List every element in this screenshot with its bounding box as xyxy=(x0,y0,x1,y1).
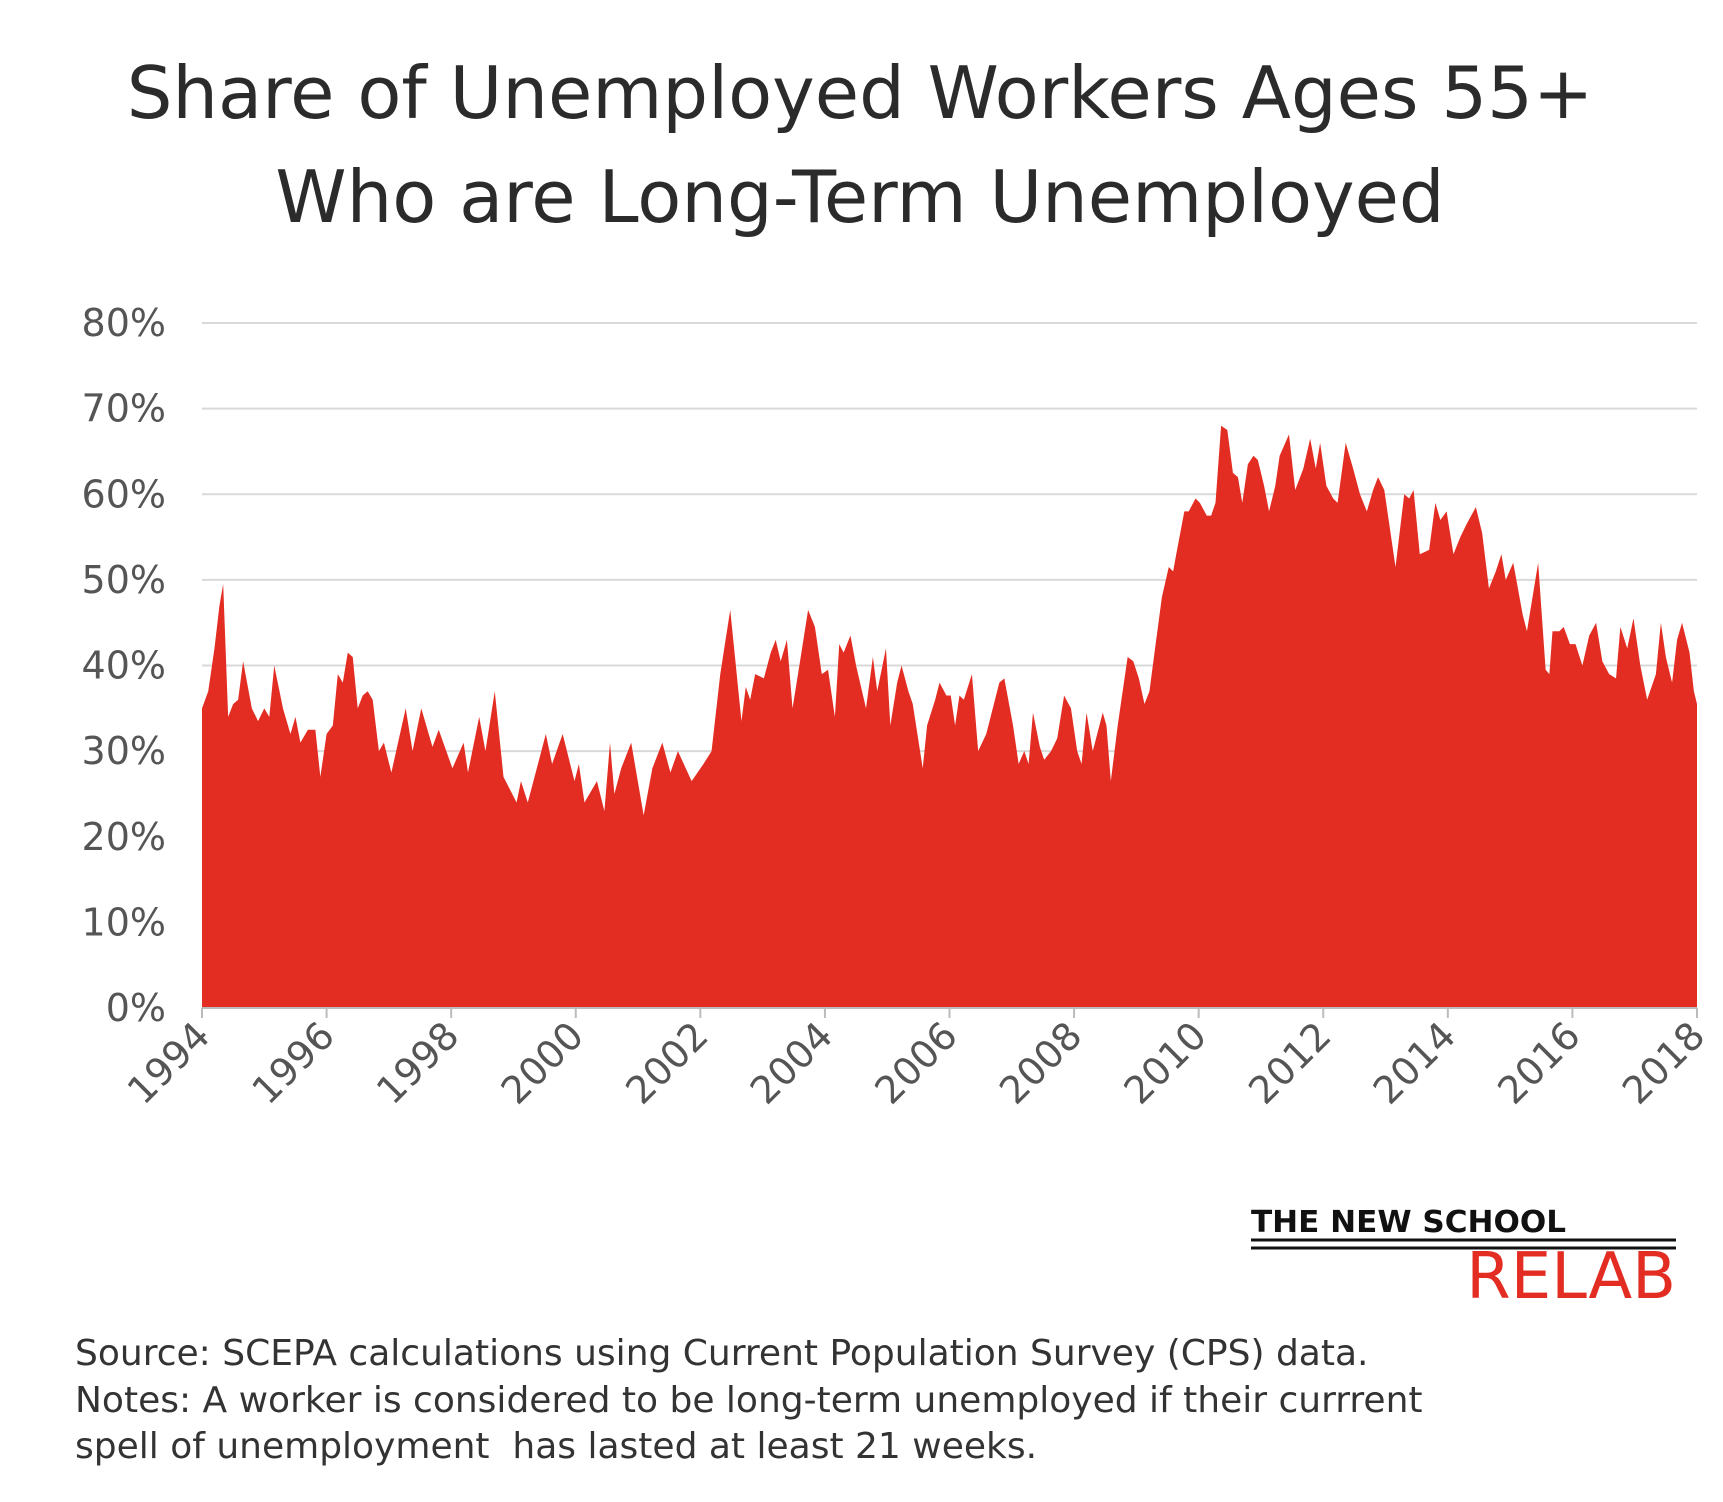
x-tick-label: 2008 xyxy=(991,1013,1091,1113)
footnote: Notes: A worker is considered to be long… xyxy=(75,1380,1423,1421)
logo-text: THE NEW SCHOOL xyxy=(1251,1205,1566,1240)
x-tick-label: 2006 xyxy=(866,1013,966,1113)
x-tick-label: 2010 xyxy=(1116,1013,1216,1113)
x-tick-label: 2014 xyxy=(1365,1013,1465,1113)
y-tick-label: 10% xyxy=(82,900,166,944)
x-tick-label: 2012 xyxy=(1240,1013,1340,1113)
y-tick-label: 20% xyxy=(82,815,166,859)
x-tick-label: 2000 xyxy=(493,1013,593,1113)
y-tick-label: 60% xyxy=(82,472,166,516)
x-tick-label: 2016 xyxy=(1489,1013,1589,1113)
chart-title: Who are Long-Term Unemployed xyxy=(275,155,1444,239)
source-note: Source: SCEPA calculations using Current… xyxy=(75,1333,1368,1374)
y-tick-label: 0% xyxy=(106,986,166,1030)
x-tick-label: 1996 xyxy=(243,1013,343,1113)
logo-text: RELAB xyxy=(1466,1240,1676,1314)
x-tick-label: 2018 xyxy=(1614,1013,1714,1113)
chart-title: Share of Unemployed Workers Ages 55+ xyxy=(127,51,1594,135)
y-tick-label: 40% xyxy=(82,644,166,688)
footnote: spell of unemployment has lasted at leas… xyxy=(75,1426,1037,1467)
x-tick-label: 2002 xyxy=(617,1013,717,1113)
x-tick-label: 2004 xyxy=(742,1013,842,1113)
area xyxy=(202,425,1697,1008)
y-tick-label: 30% xyxy=(82,729,166,773)
x-tick-label: 1998 xyxy=(368,1013,468,1113)
y-tick-label: 70% xyxy=(82,387,166,431)
y-tick-label: 80% xyxy=(82,301,166,345)
y-tick-label: 50% xyxy=(82,558,166,602)
